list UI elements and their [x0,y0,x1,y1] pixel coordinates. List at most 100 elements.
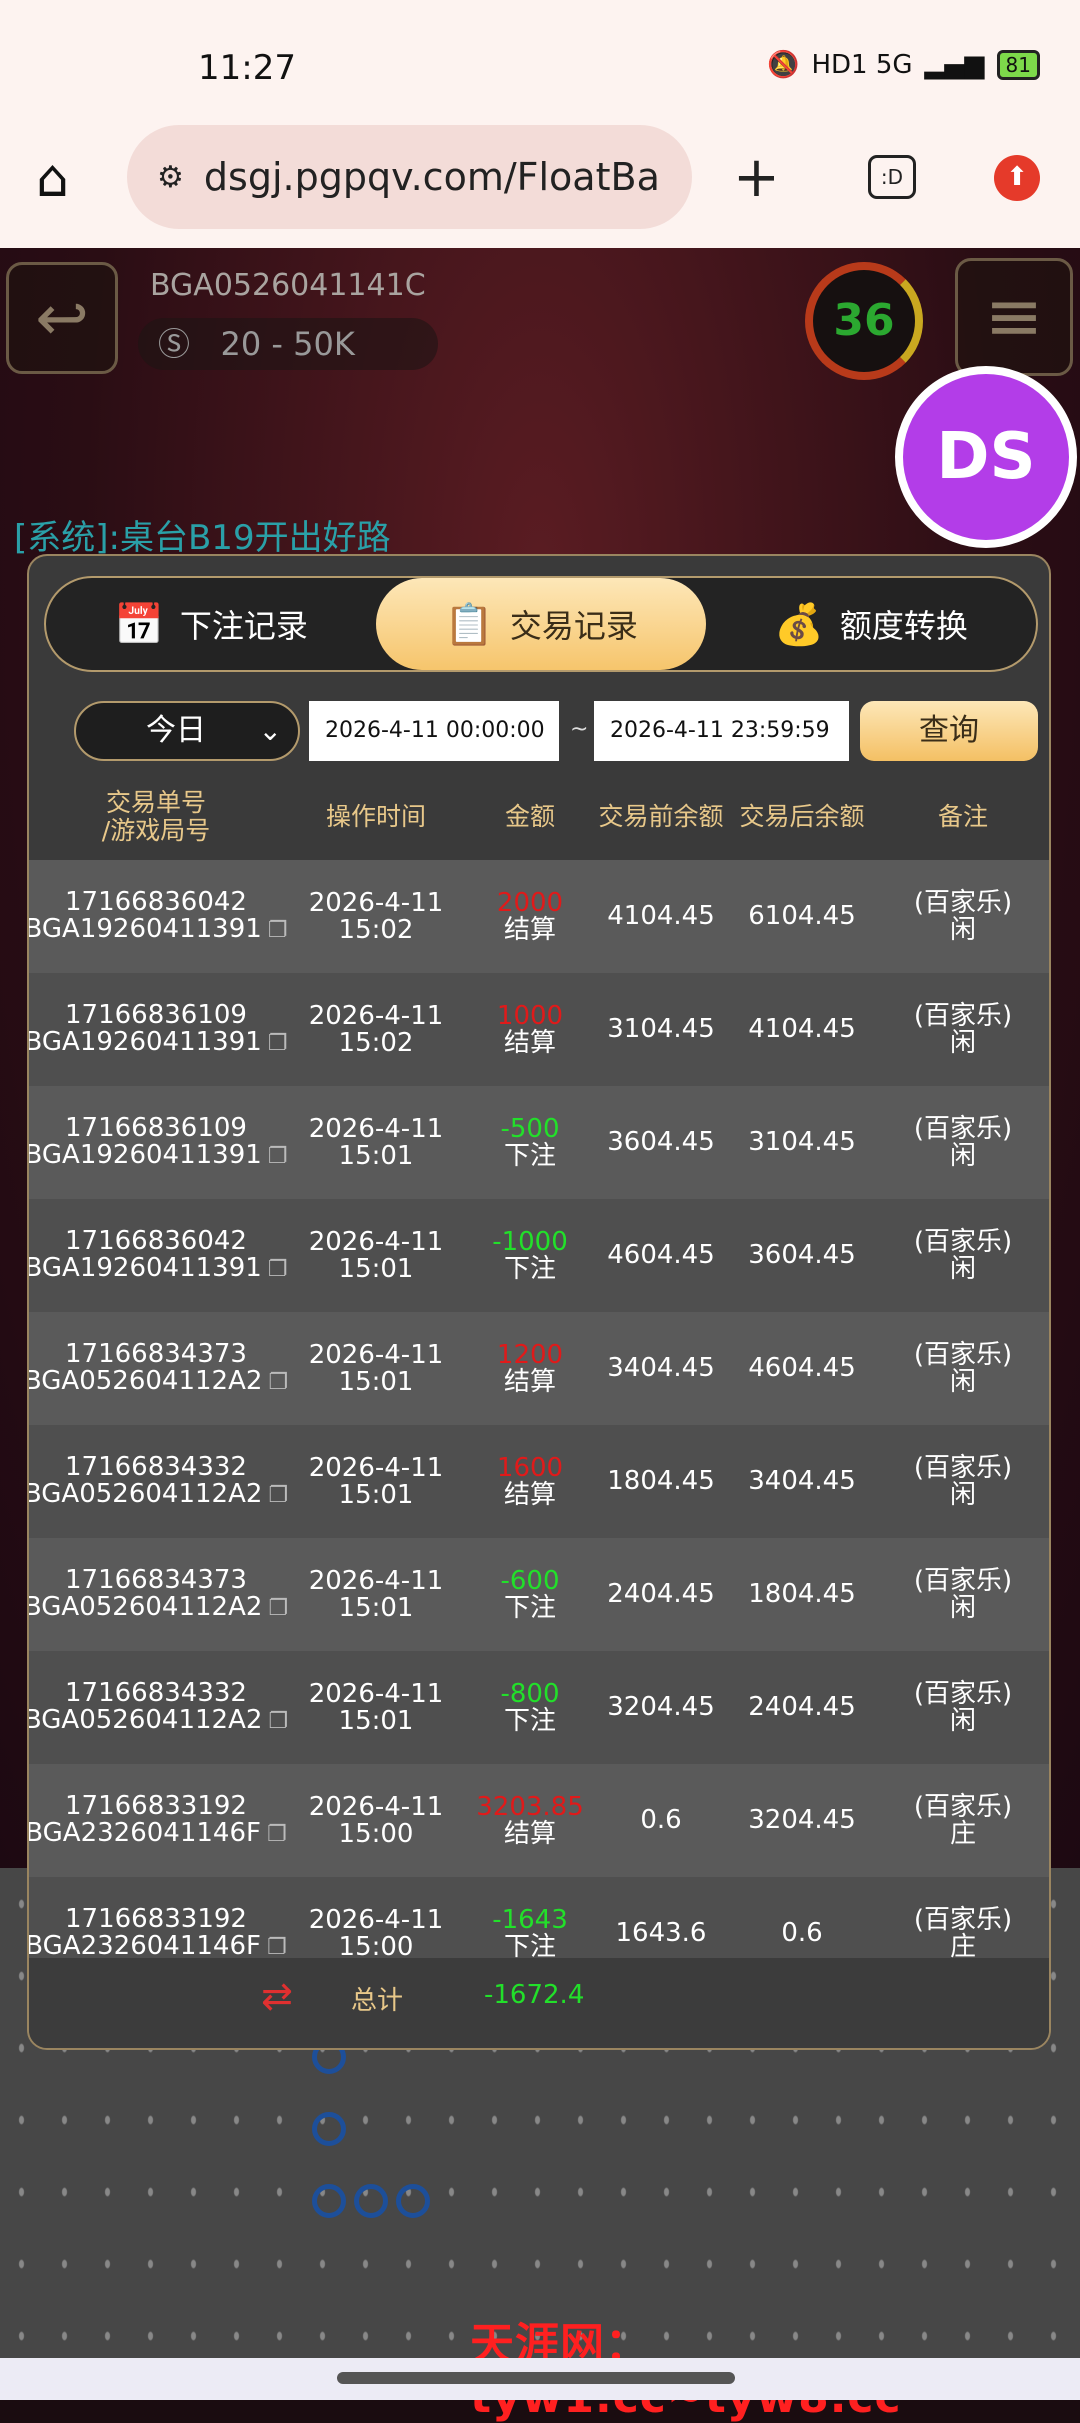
round-id: BGA19260411391 ❐ [29,1029,288,1057]
copy-icon[interactable]: ❐ [268,1596,289,1621]
table-row[interactable]: 17166834332 BGA052604112A2 ❐ 2026-4-11 15:0… [29,1425,1049,1538]
time: 15:00 [338,1931,414,1958]
start-datetime-input[interactable]: 2026-4-11 00:00:00 [309,701,559,761]
note-cell: (百家乐) 闲 [873,1086,1049,1199]
balance-after: 4604.45 [748,1353,856,1383]
period-select[interactable]: 今日 ⌄ [74,701,300,761]
copy-icon[interactable]: ❐ [268,1709,289,1734]
game-name: (百家乐) [913,1339,1013,1370]
new-tab-icon[interactable]: + [733,145,780,210]
time-cell: 2026-4-11 15:02 [283,860,469,973]
amount-cell: -1643 下注 [469,1877,591,1958]
transaction-id: 17166834373 [65,1339,247,1369]
date: 2026-4-11 [308,1791,444,1822]
transaction-id: 17166836109 [65,1000,247,1030]
balance-before: 3604.45 [607,1127,715,1157]
end-datetime-input[interactable]: 2026-4-11 23:59:59 [594,701,849,761]
copy-icon[interactable]: ❐ [268,1483,289,1508]
transaction-type: 结算 [503,914,556,945]
date: 2026-4-11 [308,1113,444,1144]
tab-credit-transfer[interactable]: 💰 额度转换 [706,578,1036,670]
transaction-list[interactable]: 17166836042 BGA19260411391 ❐ 2026-4-11 15:0… [29,860,1049,1959]
tab-switcher-button[interactable]: :D [868,155,916,199]
back-button[interactable]: ↩ [6,262,118,374]
amount: 2000 [496,887,564,918]
copy-icon[interactable]: ❐ [266,1935,287,1958]
transaction-type: 下注 [503,1931,556,1958]
copy-icon[interactable]: ❐ [267,1031,288,1056]
table-row[interactable]: 17166833192 BGA2326041146F ❐ 2026-4-11 15:0… [29,1764,1049,1877]
balance-after: 3104.45 [748,1127,856,1157]
transaction-type: 下注 [503,1253,556,1284]
address-bar[interactable]: ⚙ dsgj.pgpqv.com/FloatBa [127,125,692,229]
table-row[interactable]: 17166836042 BGA19260411391 ❐ 2026-4-11 15:0… [29,860,1049,973]
records-panel: 📅 下注记录 📋 交易记录 💰 额度转换 今日 ⌄ 2026-4-11 00:00:00… [27,554,1051,2050]
date: 2026-4-11 [308,1226,444,1257]
tab-transaction-records[interactable]: 📋 交易记录 [376,578,706,670]
home-indicator[interactable] [337,2372,735,2384]
round-id: BGA19260411391 ❐ [29,1142,288,1170]
copy-icon[interactable]: ❐ [267,1144,288,1169]
game-name: (百家乐) [913,1226,1013,1257]
tab-label: 额度转换 [839,607,968,645]
note-cell: (百家乐) 闲 [873,1425,1049,1538]
query-button[interactable]: 查询 [860,701,1038,761]
table-row[interactable]: 17166834332 BGA052604112A2 ❐ 2026-4-11 15:0… [29,1651,1049,1764]
table-header: 交易单号 /游戏局号 操作时间 金额 交易前余额 交易后余额 备注 [29,775,1049,859]
col-note: 备注 [937,802,988,831]
system-message: [系统]:桌台B19开出好路 [14,518,391,558]
amount: -800 [500,1678,560,1709]
transaction-type: 结算 [503,1366,556,1397]
swap-arrows-icon: ⇄ [261,1974,293,2018]
transaction-type: 结算 [503,1818,556,1849]
table-row[interactable]: 17166834373 BGA052604112A2 ❐ 2026-4-11 15:0… [29,1538,1049,1651]
date: 2026-4-11 [308,1678,444,1709]
coins-icon: 💰 [774,601,824,648]
round-id: BGA052604112A2 ❐ [29,1481,288,1509]
tab-bet-records[interactable]: 📅 下注记录 [46,578,376,670]
round-text: BGA052604112A2 [29,1479,263,1509]
ds-logo[interactable]: DS [895,366,1077,548]
round-id: BGA2326041146F ❐ [29,1933,287,1959]
home-icon[interactable]: ⌂ [36,149,70,209]
copy-icon[interactable]: ❐ [268,1370,289,1395]
round-text: BGA2326041146F [29,1818,261,1848]
game-name: (百家乐) [913,1565,1013,1596]
amount-cell: -800 下注 [469,1651,591,1764]
bet-side: 闲 [949,1479,976,1510]
col-amount: 金额 [504,802,555,831]
table-row[interactable]: 17166836109 BGA19260411391 ❐ 2026-4-11 15:0… [29,1086,1049,1199]
round-id: BGA052604112A2 ❐ [29,1594,288,1622]
date: 2026-4-11 [308,1000,444,1031]
copy-icon[interactable]: ❐ [266,1822,287,1847]
time-cell: 2026-4-11 15:01 [283,1199,469,1312]
balance-before: 1643.6 [615,1918,707,1948]
copy-icon[interactable]: ❐ [267,1257,288,1282]
table-row[interactable]: 17166833192 BGA2326041146F ❐ 2026-4-11 15:0… [29,1877,1049,1959]
transaction-cell: 17166836042 BGA19260411391 ❐ [29,1199,288,1312]
balance-after: 2404.45 [748,1692,856,1722]
table-row[interactable]: 17166836109 BGA19260411391 ❐ 2026-4-11 15:0… [29,973,1049,1086]
record-tabs: 📅 下注记录 📋 交易记录 💰 额度转换 [44,576,1038,672]
transaction-id: 17166836109 [65,1113,247,1143]
table-row[interactable]: 17166836042 BGA19260411391 ❐ 2026-4-11 15:0… [29,1199,1049,1312]
time-cell: 2026-4-11 15:01 [283,1312,469,1425]
range-separator: ~ [570,717,589,742]
time-cell: 2026-4-11 15:01 [283,1538,469,1651]
table-row[interactable]: 17166834373 BGA052604112A2 ❐ 2026-4-11 15:0… [29,1312,1049,1425]
copy-icon[interactable]: ❐ [267,918,288,943]
balance-after: 1804.45 [748,1579,856,1609]
mute-icon: 🔕 [767,50,800,80]
transaction-type: 下注 [503,1592,556,1623]
site-settings-icon[interactable]: ⚙ [157,159,184,195]
note-cell: (百家乐) 闲 [873,1199,1049,1312]
balance-before: 2404.45 [607,1579,715,1609]
transaction-type: 结算 [503,1027,556,1058]
amount: 1000 [496,1000,564,1031]
update-icon[interactable]: ⬆ [994,155,1040,201]
menu-button[interactable]: ≡ [955,258,1073,376]
note-cell: (百家乐) 庄 [873,1877,1049,1958]
status-bar: 11:27 🔕 HD1 5G ▂▄▆ 81 [0,0,1080,125]
transaction-cell: 17166834332 BGA052604112A2 ❐ [29,1425,288,1538]
game-name: (百家乐) [913,1904,1013,1935]
